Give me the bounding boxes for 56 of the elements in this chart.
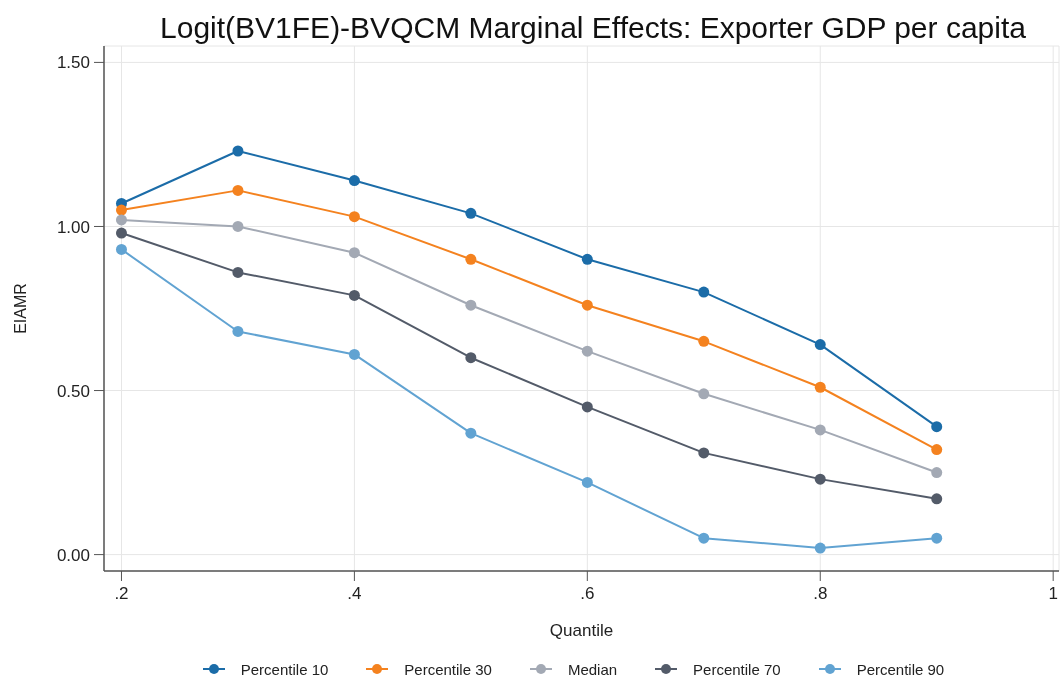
point bbox=[232, 266, 244, 278]
x-tick-label: .8 bbox=[813, 584, 828, 604]
x-tick-label: .6 bbox=[580, 584, 595, 604]
y-tick-label: 1.50 bbox=[56, 53, 90, 73]
x-tick-label: .4 bbox=[347, 584, 362, 604]
point bbox=[814, 381, 826, 393]
chart-title: Logit(BV1FE)-BVQCM Marginal Effects: Exporter GDP per capita bbox=[159, 11, 1027, 45]
x-tick-label: .2 bbox=[114, 584, 129, 604]
legend-label: Percentile 30 bbox=[404, 660, 492, 678]
point bbox=[931, 532, 943, 544]
point bbox=[465, 207, 477, 219]
x-tick-label: 1 bbox=[1048, 584, 1058, 604]
legend-label: Percentile 70 bbox=[693, 660, 781, 678]
point bbox=[232, 145, 244, 157]
point bbox=[581, 345, 593, 357]
point bbox=[465, 253, 477, 265]
point bbox=[931, 421, 943, 433]
point bbox=[931, 444, 943, 456]
legend-label: Median bbox=[567, 660, 618, 678]
point bbox=[465, 299, 477, 311]
x-axis-title: Quantile bbox=[549, 621, 614, 640]
point bbox=[814, 542, 826, 554]
point bbox=[581, 299, 593, 311]
point bbox=[348, 175, 360, 187]
point bbox=[348, 247, 360, 259]
point bbox=[581, 253, 593, 265]
point bbox=[115, 214, 127, 226]
point bbox=[465, 427, 477, 439]
point bbox=[698, 532, 710, 544]
point bbox=[698, 447, 710, 459]
legend-label: Percentile 90 bbox=[856, 660, 945, 678]
point bbox=[698, 388, 710, 400]
point bbox=[115, 243, 127, 255]
y-tick-label: 0.00 bbox=[56, 545, 90, 565]
point bbox=[232, 325, 244, 337]
point bbox=[348, 348, 360, 360]
legend-label: Percentile 10 bbox=[240, 660, 329, 678]
point bbox=[698, 335, 710, 347]
point bbox=[814, 424, 826, 436]
point bbox=[698, 286, 710, 298]
point bbox=[814, 473, 826, 485]
y-tick-label: 1.00 bbox=[56, 217, 90, 237]
y-tick-label: 0.50 bbox=[56, 381, 90, 401]
point bbox=[931, 493, 943, 505]
y-axis-title: EIAMR bbox=[11, 283, 29, 334]
point bbox=[232, 220, 244, 232]
point bbox=[115, 204, 127, 216]
point bbox=[232, 184, 244, 196]
point bbox=[465, 352, 477, 364]
point bbox=[348, 211, 360, 223]
point bbox=[115, 227, 127, 239]
point bbox=[581, 401, 593, 413]
point bbox=[931, 467, 943, 479]
point bbox=[581, 476, 593, 488]
point bbox=[814, 339, 826, 351]
point bbox=[348, 289, 360, 301]
